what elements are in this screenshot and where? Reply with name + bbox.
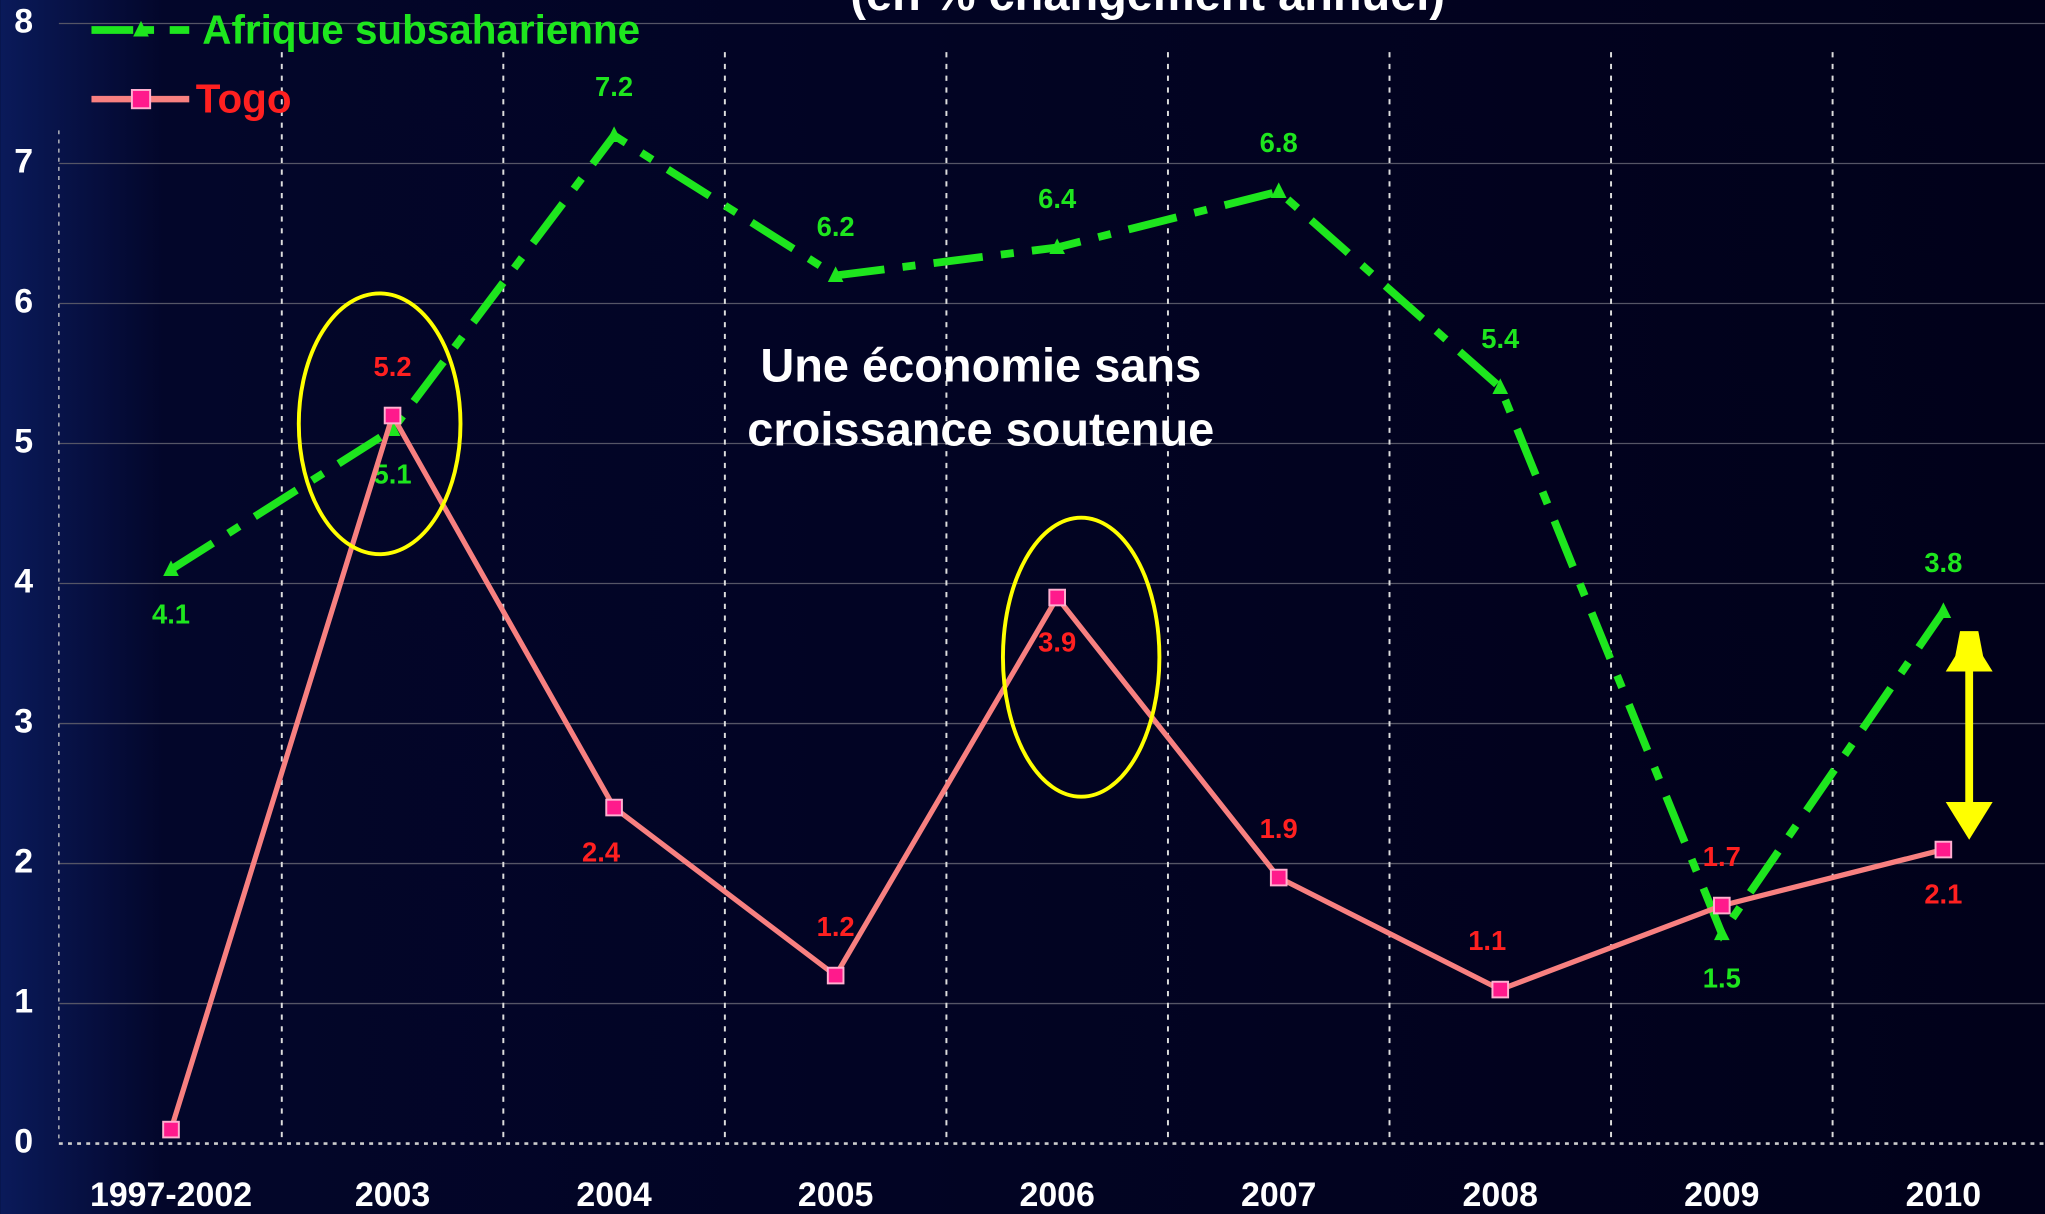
legend-label: Afrique subsaharienne [202, 6, 640, 52]
marker [826, 966, 845, 985]
plot-area: 0 1 2 3 4 5 6 7 8 1997-2002 2003 2004 2005 2006 2007 20… [14, 2, 2045, 1214]
marker [606, 126, 622, 143]
marker [163, 560, 179, 577]
y-tick-label: 0 [14, 1123, 33, 1161]
marker [1269, 868, 1288, 887]
marker [1491, 980, 1510, 999]
data-label: 3.9 [1038, 627, 1076, 658]
data-label: 6.2 [817, 211, 855, 242]
x-tick-label: 2004 [576, 1176, 652, 1214]
x-tick-label: 2007 [1241, 1176, 1316, 1214]
x-tick-label: 2003 [355, 1176, 430, 1214]
y-tick-label: 6 [14, 282, 33, 320]
y-tick-label: 2 [14, 843, 33, 881]
marker [383, 406, 402, 425]
data-label: 6.8 [1260, 127, 1298, 158]
data-label: 1.5 [1703, 963, 1741, 994]
y-tick-label: 8 [14, 2, 33, 40]
legend-label: Togo [196, 75, 292, 121]
data-label: 4.1 [152, 599, 190, 630]
data-label: 3.8 [1924, 547, 1962, 578]
y-tick-label: 5 [14, 422, 33, 460]
data-label: 7.2 [595, 71, 633, 102]
annotation: Une économie sans [760, 339, 1201, 391]
marker [1048, 588, 1066, 607]
y-tick-label: 7 [14, 142, 33, 180]
data-label: 1.2 [817, 911, 855, 942]
x-tick-label: 2006 [1019, 1176, 1094, 1214]
x-tick-label: 1997-2002 [90, 1176, 252, 1214]
legend-marker [133, 20, 149, 37]
marker [1713, 924, 1730, 941]
marker [1935, 602, 1952, 619]
y-tick-label: 3 [14, 702, 33, 740]
marker [605, 798, 623, 817]
marker [827, 266, 844, 283]
x-tick-label: 2010 [1906, 1176, 1981, 1214]
data-label: 1.9 [1260, 813, 1298, 844]
legend-marker [130, 88, 152, 110]
marker [1934, 840, 1953, 859]
marker [162, 1120, 180, 1139]
y-tick-label: 1 [14, 983, 33, 1021]
highlight-ellipse [296, 291, 463, 557]
data-label: 5.4 [1481, 323, 1520, 354]
x-tick-label: 2008 [1463, 1176, 1538, 1214]
highlight-ellipse [1000, 515, 1162, 799]
marker [1270, 182, 1287, 199]
data-label: 5.2 [374, 351, 412, 382]
x-tick-label: 2005 [798, 1176, 873, 1214]
marker [1713, 896, 1731, 915]
data-label: 1.1 [1468, 925, 1506, 956]
data-label: 2.4 [582, 837, 621, 868]
chart-title: (en % changement annuel) [850, 0, 1445, 20]
data-label: 1.7 [1703, 841, 1741, 872]
gap-arrow [1945, 631, 1993, 840]
x-tick-label: 2009 [1684, 1176, 1759, 1214]
marker [1492, 378, 1509, 395]
data-label: 2.1 [1924, 879, 1962, 910]
annotation: croissance soutenue [747, 403, 1214, 455]
marker [1049, 238, 1066, 255]
y-tick-label: 4 [14, 562, 33, 600]
data-label: 6.4 [1038, 183, 1077, 214]
